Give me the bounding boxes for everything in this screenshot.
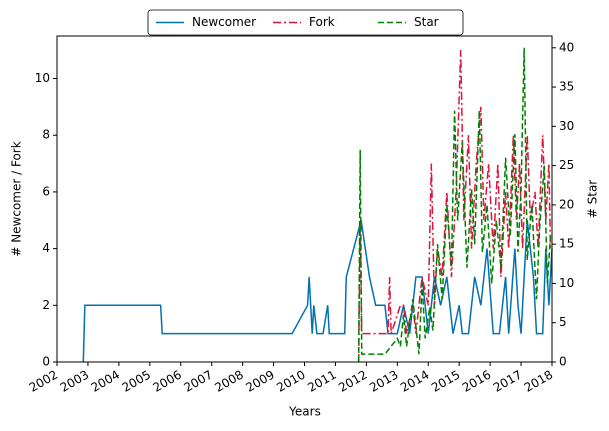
x-tick-label: 2008	[212, 368, 245, 395]
y-tick-label: 6	[42, 184, 50, 198]
y2-axis-label: # Star	[586, 180, 600, 219]
y-tick-label: 4	[42, 241, 50, 255]
y-tick-label: 10	[35, 71, 50, 85]
x-axis-label: Years	[288, 405, 321, 419]
y2-tick-label: 10	[559, 276, 574, 290]
legend-label: Fork	[309, 15, 335, 29]
y-tick-label: 0	[42, 355, 50, 369]
x-tick-label: 2012	[336, 368, 369, 395]
y2-tick-label: 40	[559, 40, 574, 54]
legend-label: Star	[414, 15, 439, 29]
x-tick-label: 2007	[181, 368, 214, 395]
x-tick-label: 2011	[305, 368, 338, 395]
x-tick-label: 2006	[151, 368, 184, 395]
y-tick-label: 8	[42, 128, 50, 142]
x-tick-label: 2018	[522, 368, 555, 395]
legend: Newcomer Fork Star	[147, 9, 464, 36]
series-line	[357, 50, 552, 363]
x-tick-label: 2005	[120, 368, 153, 395]
legend-label: Newcomer	[192, 15, 256, 29]
y-tick-label: 2	[42, 298, 50, 312]
x-tick-label: 2017	[491, 368, 524, 395]
x-tick-label: 2013	[367, 368, 400, 395]
x-tick-label: 2015	[429, 368, 462, 395]
y-axis-label: # Newcomer / Fork	[10, 141, 24, 256]
y2-tick-label: 25	[559, 158, 574, 172]
x-tick-label: 2004	[89, 368, 122, 395]
x-tick-label: 2003	[58, 368, 91, 395]
x-tick-label: 2010	[274, 368, 307, 395]
x-tick-label: 2002	[27, 368, 60, 395]
plot-frame	[56, 35, 553, 363]
x-tick-label: 2009	[243, 368, 276, 395]
y2-tick-label: 15	[559, 237, 574, 251]
y2-tick-label: 5	[559, 315, 567, 329]
series-line	[82, 220, 553, 363]
legend-frame	[147, 9, 464, 36]
y2-tick-label: 0	[559, 355, 567, 369]
x-tick-label: 2016	[460, 368, 493, 395]
y2-tick-label: 35	[559, 80, 574, 94]
series-line	[357, 47, 552, 363]
y2-tick-label: 30	[559, 119, 574, 133]
x-tick-label: 2014	[398, 368, 431, 395]
y2-tick-label: 20	[559, 197, 574, 211]
